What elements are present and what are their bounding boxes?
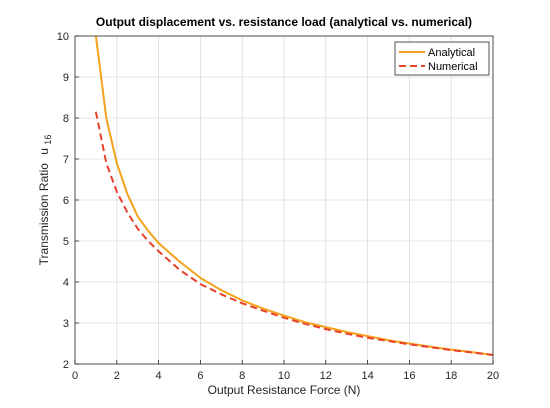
series-line-numerical <box>94 111 494 356</box>
y-tick-label: 8 <box>63 113 69 125</box>
x-tick-label: 12 <box>320 370 332 382</box>
y-axis-label-text: Transmission Ratio <box>37 163 51 266</box>
legend-label-analytical: Analytical <box>428 47 475 59</box>
x-tick-label: 18 <box>445 370 457 382</box>
y-axis-label: Transmission Ratio u 16 <box>37 135 53 266</box>
y-tick-label: 3 <box>63 318 69 330</box>
y-tick-label: 5 <box>63 236 69 248</box>
x-tick-label: 14 <box>361 370 373 382</box>
x-tick-label: 10 <box>278 370 290 382</box>
legend-label-numerical: Numerical <box>428 61 478 73</box>
series-lines <box>94 35 494 356</box>
x-tick-label: 6 <box>197 370 203 382</box>
y-tick-label: 2 <box>63 359 69 371</box>
y-tick-label: 6 <box>63 195 69 207</box>
y-tick-label: 9 <box>63 72 69 84</box>
y-tick-label: 7 <box>63 154 69 166</box>
x-tick-label: 8 <box>239 370 245 382</box>
y-axis-label-subscript: 16 <box>43 135 53 145</box>
chart-title: Output displacement vs. resistance load … <box>96 15 472 29</box>
y-tick-label: 10 <box>57 31 69 43</box>
x-tick-label: 16 <box>403 370 415 382</box>
x-tick-label: 20 <box>487 370 499 382</box>
x-tick-label: 4 <box>156 370 162 382</box>
y-axis-ticks: 2 3 4 5 6 7 8 9 10 <box>57 31 79 371</box>
y-tick-label: 4 <box>63 277 69 289</box>
y-axis-label-variable: u <box>37 148 51 155</box>
legend: Analytical Numerical <box>394 41 490 76</box>
x-axis-label: Output Resistance Force (N) <box>208 383 361 397</box>
x-tick-label: 0 <box>72 370 78 382</box>
x-tick-label: 2 <box>114 370 120 382</box>
legend-box <box>394 41 490 76</box>
x-axis-ticks: 0 2 4 6 8 10 12 14 16 18 20 <box>72 360 499 382</box>
